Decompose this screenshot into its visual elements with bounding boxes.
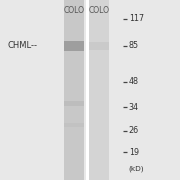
Text: 48: 48 [129, 77, 139, 86]
Text: COLO: COLO [89, 6, 109, 15]
Bar [64, 101, 84, 106]
Text: 117: 117 [129, 14, 144, 23]
Text: CHML--: CHML-- [7, 41, 37, 50]
Text: 26: 26 [129, 126, 139, 135]
Bar [89, 0, 109, 180]
Text: COLO: COLO [63, 6, 84, 15]
Text: 19: 19 [129, 148, 139, 157]
Bar [64, 0, 84, 180]
Text: 34: 34 [129, 103, 139, 112]
Text: 85: 85 [129, 41, 139, 50]
Bar [89, 42, 109, 50]
Bar [64, 41, 84, 51]
Text: (kD): (kD) [129, 166, 144, 172]
Bar [64, 123, 84, 127]
Bar [86, 0, 89, 180]
